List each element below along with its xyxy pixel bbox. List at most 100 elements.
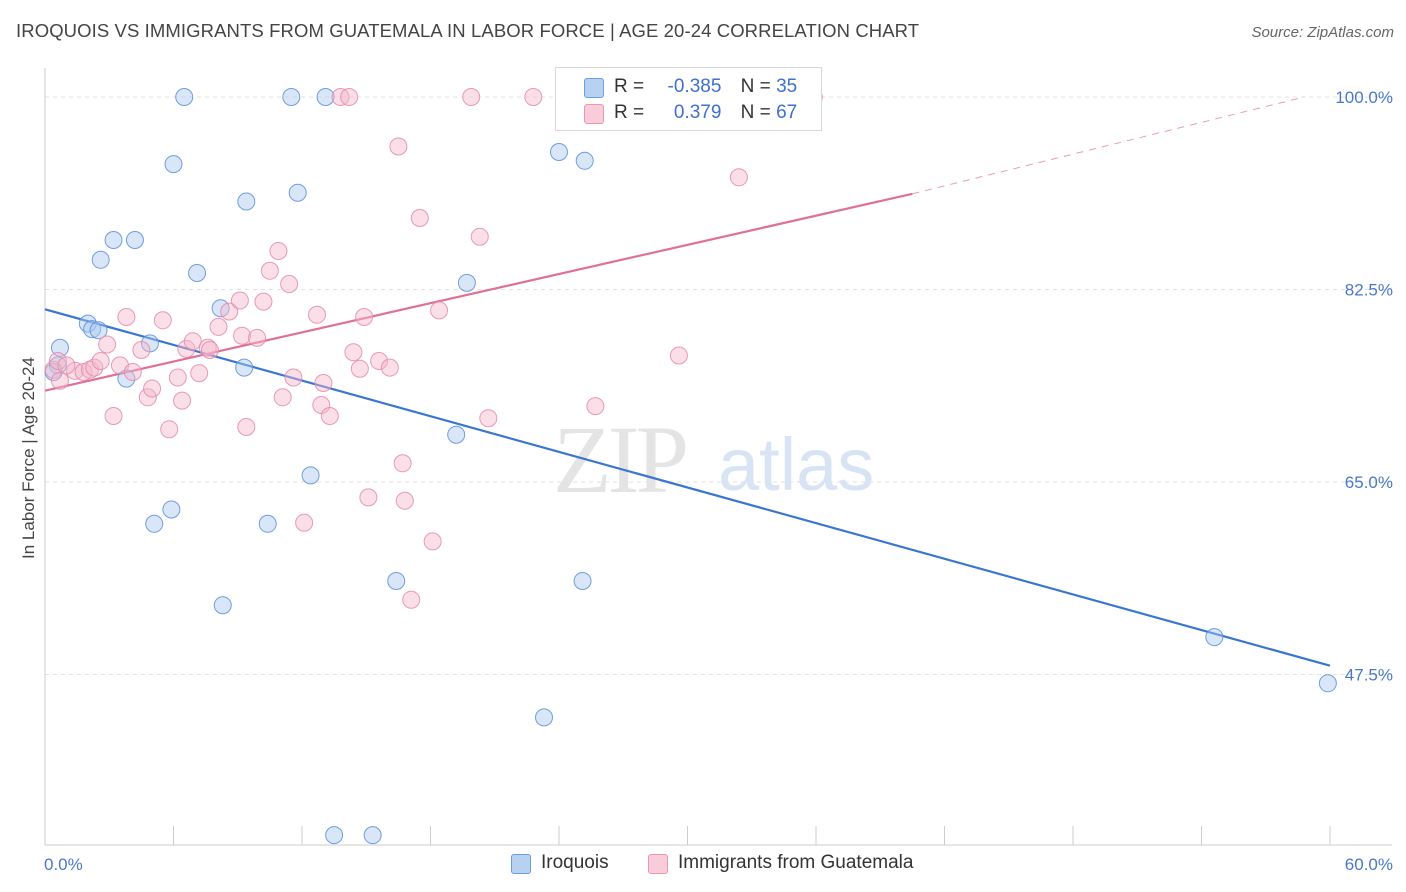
- guatemala-point: [395, 491, 414, 510]
- source-label: Source: ZipAtlas.com: [1251, 24, 1394, 41]
- guatemala-point: [423, 532, 442, 551]
- trend-layer: [44, 96, 1331, 667]
- y-axis-title: In Labor Force | Age 20-24: [19, 357, 38, 559]
- iroquois-point: [237, 192, 256, 211]
- ticks-layer: 47.5% 65.0% 82.5% 100.0% 0.0% 60.0%: [44, 88, 1393, 874]
- guatemala-point: [260, 261, 279, 280]
- guatemala-point: [586, 397, 605, 416]
- guatemala-point: [355, 308, 374, 326]
- guatemala-point: [669, 346, 688, 365]
- guatemala-point: [233, 326, 252, 345]
- guatemala-point: [177, 339, 196, 358]
- iroquois-point: [235, 358, 254, 377]
- guatemala-point: [280, 275, 299, 293]
- guatemala-point: [57, 356, 76, 375]
- y-tick-label: 82.5%: [1345, 281, 1393, 300]
- guatemala-trend-line: [912, 96, 1305, 195]
- guatemala-point: [269, 242, 288, 260]
- guatemala-point: [273, 388, 292, 407]
- guatemala-point: [183, 332, 202, 351]
- iroquois-point: [535, 708, 554, 727]
- iroquois-point: [325, 826, 344, 845]
- guatemala-point: [50, 371, 69, 390]
- watermark: ZIP atlas: [553, 406, 874, 513]
- guatemala-point: [389, 137, 408, 156]
- guatemala-point: [393, 454, 412, 473]
- guatemala-point: [117, 308, 136, 326]
- watermark-atlas: atlas: [718, 423, 874, 506]
- points-layer: [44, 88, 1337, 845]
- guatemala-point: [230, 291, 249, 310]
- guatemala-point: [479, 409, 498, 428]
- iroquois-point: [258, 514, 277, 533]
- guatemala-point: [410, 209, 429, 227]
- guatemala-point: [138, 388, 157, 407]
- guatemala-point: [248, 328, 267, 347]
- iroquois-point: [50, 338, 69, 357]
- legend-swatch-guatemala: [584, 104, 604, 124]
- guatemala-point: [200, 341, 219, 359]
- iroquois-point: [213, 596, 232, 615]
- legend-n-label: N =: [740, 76, 771, 97]
- iroquois-point: [288, 183, 307, 202]
- legend-n-value: 35: [776, 76, 798, 97]
- y-tick-label: 100.0%: [1335, 88, 1393, 107]
- iroquois-point: [282, 88, 301, 106]
- legend-n-value: 67: [776, 102, 798, 123]
- iroquois-point: [316, 88, 335, 106]
- guatemala-point: [168, 368, 187, 387]
- guatemala-point: [198, 338, 217, 357]
- guatemala-point: [160, 420, 179, 439]
- iroquois-point: [188, 264, 207, 282]
- guatemala-point: [729, 168, 748, 187]
- guatemala-point: [284, 368, 303, 387]
- iroquois-point: [550, 143, 568, 161]
- guatemala-point: [153, 311, 172, 330]
- guatemala-point: [104, 407, 123, 425]
- axes-layer: [44, 68, 1392, 846]
- iroquois-point: [104, 231, 123, 249]
- iroquois-point: [117, 369, 136, 388]
- iroquois-point: [363, 826, 382, 845]
- iroquois-point: [89, 321, 108, 340]
- guatemala-point: [470, 227, 489, 246]
- bottom-legend-label-iroquois: Iroquois: [541, 852, 609, 873]
- guatemala-point: [380, 358, 399, 377]
- guatemala-point: [320, 407, 339, 425]
- guatemala-point: [350, 359, 369, 378]
- guatemala-point: [123, 363, 142, 381]
- legend-swatch-iroquois: [584, 78, 604, 98]
- iroquois-point: [83, 320, 102, 339]
- guatemala-point: [98, 335, 117, 354]
- guatemala-point: [462, 88, 481, 106]
- guatemala-point: [402, 590, 421, 609]
- guatemala-point: [314, 374, 333, 392]
- guatemala-point: [173, 391, 192, 410]
- legend-r-label: R =: [614, 102, 645, 123]
- guatemala-point: [190, 364, 209, 383]
- guatemala-point: [340, 88, 359, 106]
- guatemala-point: [237, 418, 256, 436]
- guatemala-point: [143, 379, 162, 398]
- x-tick-label: 60.0%: [1345, 855, 1393, 874]
- guatemala-point: [430, 301, 449, 320]
- guatemala-point: [209, 317, 228, 336]
- iroquois-point: [175, 88, 194, 106]
- iroquois-trend-line: [44, 308, 1331, 667]
- watermark-zip: ZIP: [553, 406, 686, 513]
- iroquois-point: [387, 572, 406, 590]
- chart-title: IROQUOIS VS IMMIGRANTS FROM GUATEMALA IN…: [16, 20, 920, 41]
- iroquois-point: [301, 466, 320, 485]
- guatemala-point: [85, 358, 104, 377]
- legend: R = -0.385 N = 35 R = 0.379 N = 67: [555, 67, 822, 131]
- bottom-legend-label-guatemala: Immigrants from Guatemala: [678, 852, 914, 873]
- guatemala-point: [295, 513, 314, 532]
- guatemala-point: [524, 88, 543, 106]
- y-tick-label: 65.0%: [1345, 473, 1393, 492]
- bottom-legend-swatch-iroquois: [511, 854, 531, 874]
- bottom-legend-swatch-guatemala: [648, 854, 668, 874]
- iroquois-point: [575, 151, 594, 170]
- iroquois-point: [164, 155, 183, 174]
- iroquois-point: [1205, 628, 1224, 647]
